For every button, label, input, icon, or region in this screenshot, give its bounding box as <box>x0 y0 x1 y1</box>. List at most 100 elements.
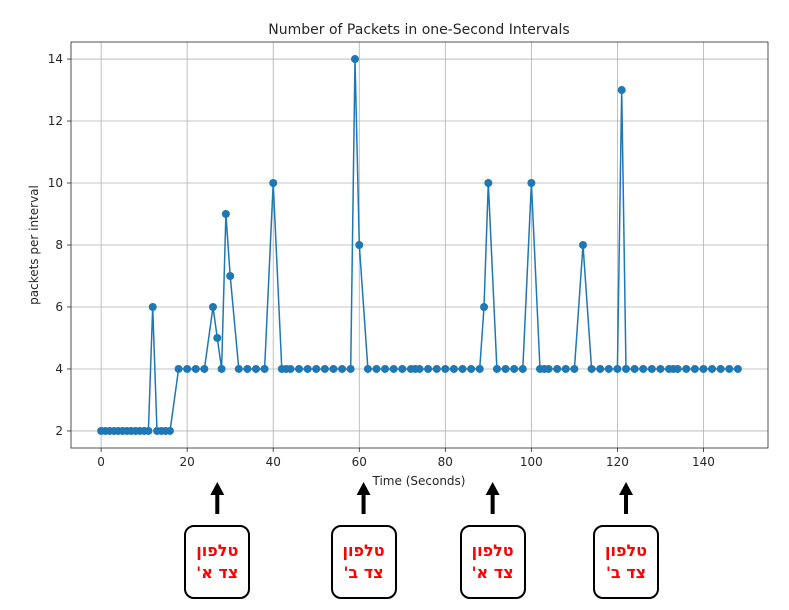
y-tick-label: 4 <box>55 362 63 376</box>
data-point <box>191 364 200 373</box>
data-point <box>208 302 217 311</box>
x-tick-label: 60 <box>352 455 367 469</box>
data-point <box>492 364 501 373</box>
data-point <box>578 241 587 249</box>
data-point <box>363 364 372 373</box>
data-point <box>708 364 717 373</box>
data-point <box>639 364 648 373</box>
data-point <box>295 364 304 373</box>
annotation-arrow-shaft <box>490 494 495 514</box>
data-point <box>303 364 312 373</box>
data-point <box>148 302 157 311</box>
data-point <box>617 86 626 95</box>
data-point <box>252 364 261 373</box>
data-point <box>699 364 708 373</box>
x-tick-label: 120 <box>606 455 629 469</box>
data-point <box>527 179 536 188</box>
annotation-box: טלפון צד ב' <box>330 525 397 599</box>
data-point <box>570 364 579 373</box>
data-point <box>622 364 631 373</box>
data-point <box>226 271 235 280</box>
data-point <box>441 364 450 373</box>
annotation-line1: טלפון <box>604 541 648 560</box>
data-point <box>346 364 355 373</box>
data-point <box>424 364 433 373</box>
data-point <box>269 179 278 188</box>
data-point <box>480 302 489 311</box>
data-point <box>725 364 734 373</box>
x-tick-label: 140 <box>692 455 715 469</box>
y-tick-label: 2 <box>55 424 63 438</box>
data-point <box>329 364 338 373</box>
data-point <box>467 364 476 373</box>
annotation-line1: טלפון <box>342 541 385 560</box>
data-point <box>355 241 364 249</box>
data-point <box>432 364 441 373</box>
data-point <box>716 364 725 373</box>
data-point <box>350 55 359 64</box>
y-tick-label: 8 <box>55 238 63 252</box>
data-point <box>144 426 153 435</box>
annotation-box: טלפון צד א' <box>184 525 251 599</box>
data-point <box>312 364 321 373</box>
y-tick-label: 10 <box>48 176 63 190</box>
x-axis-label: Time (Seconds) <box>372 474 466 488</box>
data-point <box>372 364 381 373</box>
data-point <box>604 364 613 373</box>
y-axis-label: packets per interval <box>27 185 41 305</box>
annotation-line2: צד ב' <box>343 563 384 582</box>
annotation-line1: טלפון <box>196 541 239 560</box>
annotation-box: טלפון צד ב' <box>593 525 660 599</box>
annotation-arrow-head <box>619 482 634 495</box>
data-point <box>234 364 243 373</box>
data-point <box>682 364 691 373</box>
annotation-arrow-shaft <box>624 494 629 514</box>
data-point <box>458 364 467 373</box>
annotation-box: טלפון צד א' <box>459 525 526 599</box>
series-packets <box>97 55 742 435</box>
data-point <box>518 364 527 373</box>
x-tick-label: 80 <box>438 455 453 469</box>
data-point <box>174 364 183 373</box>
data-point <box>286 364 295 373</box>
x-tick-label: 100 <box>520 455 543 469</box>
data-point <box>381 364 390 373</box>
data-point <box>484 179 493 188</box>
y-tick-label: 12 <box>48 114 63 128</box>
data-point <box>320 364 329 373</box>
x-tick-label: 20 <box>180 455 195 469</box>
annotation-line2: צד ב' <box>605 563 647 582</box>
data-point <box>243 364 252 373</box>
data-point <box>587 364 596 373</box>
data-point <box>165 426 174 435</box>
data-point <box>553 364 562 373</box>
data-point <box>338 364 347 373</box>
data-point <box>200 364 209 373</box>
data-point <box>217 364 226 373</box>
data-point <box>613 364 622 373</box>
annotation-line1: טלפון <box>471 541 514 560</box>
annotation-line2: צד א' <box>196 563 239 582</box>
data-point <box>673 364 682 373</box>
x-tick-label: 0 <box>97 455 105 469</box>
x-tick-label: 40 <box>266 455 281 469</box>
y-tick-label: 14 <box>48 52 63 66</box>
axis-ticks: 0 20 40 60 80 100 120 140 2 4 6 8 10 12 14 <box>48 52 715 469</box>
chart-title: Number of Packets in one-Second Interval… <box>268 22 569 38</box>
annotation-arrow-head <box>356 482 371 495</box>
data-point <box>475 364 484 373</box>
annotation-line2: צד א' <box>471 563 514 582</box>
data-point <box>221 210 230 219</box>
data-point <box>389 364 398 373</box>
data-point <box>501 364 510 373</box>
data-point <box>630 364 639 373</box>
annotation-arrows <box>210 482 634 514</box>
annotation-arrow-head <box>485 482 500 495</box>
data-point <box>213 333 222 342</box>
data-point <box>596 364 605 373</box>
data-point <box>544 364 553 373</box>
annotation-arrow-shaft <box>215 494 220 514</box>
data-point <box>449 364 458 373</box>
data-point <box>183 364 192 373</box>
